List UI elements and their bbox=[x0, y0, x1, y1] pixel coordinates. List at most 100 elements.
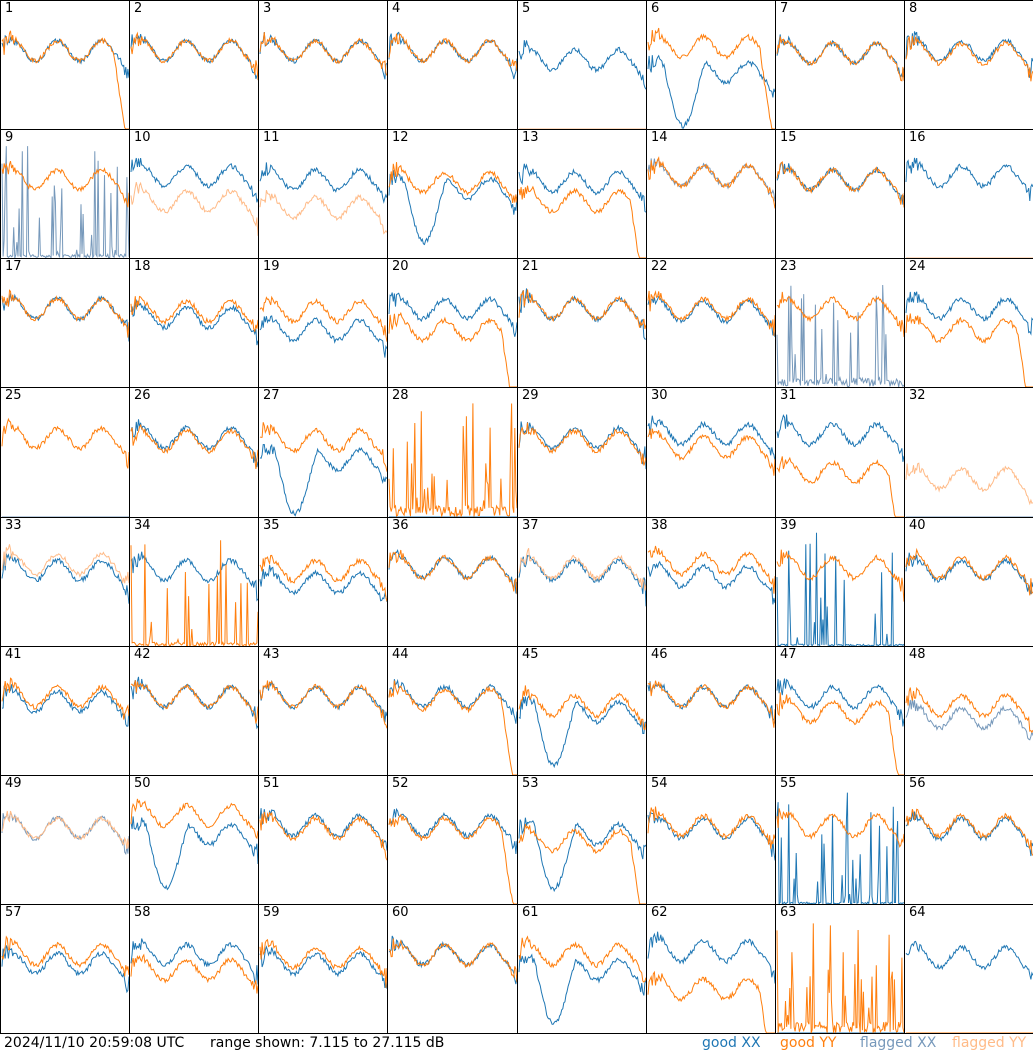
panel-plot bbox=[1, 810, 129, 856]
series-xx-line bbox=[388, 935, 517, 985]
series-yy-line bbox=[776, 692, 904, 775]
panel-label: 14 bbox=[651, 130, 668, 145]
series-xx-line bbox=[518, 163, 646, 213]
panel-plot bbox=[647, 156, 775, 209]
series-xx-line bbox=[647, 54, 775, 129]
series-yy-line bbox=[518, 548, 646, 591]
series-xx-line bbox=[259, 162, 387, 204]
panel-label: 23 bbox=[780, 259, 797, 274]
series-yy-line bbox=[1, 160, 129, 208]
panel-50: 50 bbox=[129, 775, 259, 905]
panel-label: 26 bbox=[134, 388, 151, 403]
panel-label: 29 bbox=[522, 388, 539, 403]
series-xx-line bbox=[130, 157, 258, 203]
series-yy-line bbox=[1, 289, 129, 338]
panel-plot bbox=[518, 685, 646, 769]
panel-label: 2 bbox=[134, 1, 143, 16]
panel-plot bbox=[388, 549, 517, 595]
series-yy-line bbox=[130, 953, 258, 994]
panel-22: 22 bbox=[646, 258, 776, 388]
panel-6: 6 bbox=[646, 0, 776, 130]
panel-plot bbox=[776, 532, 904, 646]
panel-plot bbox=[388, 935, 517, 985]
series-yy-line bbox=[905, 547, 1033, 596]
series-yy-line bbox=[388, 311, 517, 387]
series-yy-line bbox=[776, 36, 904, 82]
footer: 2024/11/10 20:59:08 UTC range shown: 7.1… bbox=[0, 1033, 1033, 1053]
panel-plot bbox=[1, 935, 129, 994]
series-yy-line bbox=[647, 680, 775, 728]
panel-label: 62 bbox=[651, 905, 668, 920]
panel-63: 63 bbox=[775, 904, 905, 1034]
panel-20: 20 bbox=[387, 258, 518, 388]
panel-plot bbox=[518, 421, 646, 470]
panel-plot bbox=[905, 686, 1033, 741]
series-xx-line bbox=[388, 292, 517, 337]
panel-label: 53 bbox=[522, 776, 539, 791]
panel-1: 1 bbox=[0, 0, 130, 130]
series-xx-line bbox=[259, 31, 387, 80]
series-xx-line bbox=[259, 565, 387, 603]
series-xx-line bbox=[388, 678, 517, 724]
range-text: range shown: 7.115 to 27.115 dB bbox=[210, 1035, 445, 1051]
panel-label: 15 bbox=[780, 130, 797, 145]
series-xx-line bbox=[905, 940, 1033, 980]
panel-label: 37 bbox=[522, 518, 539, 533]
series-xx-line bbox=[776, 34, 904, 78]
panel-10: 10 bbox=[129, 129, 259, 259]
series-yy-line bbox=[518, 823, 646, 904]
series-xx-line bbox=[518, 817, 646, 893]
series-xx-line bbox=[776, 162, 904, 205]
panel-plot bbox=[388, 807, 517, 904]
panel-plot bbox=[130, 295, 258, 346]
panel-plot bbox=[388, 31, 517, 80]
series-yy-line bbox=[905, 462, 1033, 506]
panel-plot bbox=[1, 677, 129, 727]
series-xx-line bbox=[647, 681, 775, 724]
series-xx-line bbox=[130, 419, 258, 468]
panel-44: 44 bbox=[387, 646, 518, 776]
panel-label: 10 bbox=[134, 130, 151, 145]
series-xx-line bbox=[1, 811, 129, 856]
panel-label: 9 bbox=[5, 130, 14, 145]
panel-62: 62 bbox=[646, 904, 776, 1034]
panel-26: 26 bbox=[129, 387, 259, 518]
panel-plot bbox=[905, 940, 1033, 1033]
panel-label: 46 bbox=[651, 647, 668, 662]
series-yy-line bbox=[259, 32, 387, 76]
series-yy-line bbox=[388, 938, 517, 983]
panel-label: 40 bbox=[909, 518, 926, 533]
timestamp: 2024/11/10 20:59:08 UTC bbox=[4, 1035, 185, 1051]
panel-label: 5 bbox=[522, 1, 531, 16]
panel-label: 64 bbox=[909, 905, 926, 920]
series-xx-line bbox=[776, 414, 904, 462]
panel-46: 46 bbox=[646, 646, 776, 776]
panel-label: 57 bbox=[5, 905, 22, 920]
panel-label: 45 bbox=[522, 647, 539, 662]
series-xx-line bbox=[518, 554, 646, 607]
panel-label: 55 bbox=[780, 776, 797, 791]
panel-35: 35 bbox=[258, 517, 388, 647]
series-yy-line bbox=[647, 806, 775, 849]
series-xx-line bbox=[905, 31, 1033, 78]
series-yy-line bbox=[259, 680, 387, 729]
panel-plot bbox=[905, 31, 1033, 82]
panel-plot bbox=[1, 417, 129, 517]
series-yy-line bbox=[259, 938, 387, 988]
panel-label: 59 bbox=[263, 905, 280, 920]
panel-plot bbox=[647, 931, 775, 1033]
panel-label: 48 bbox=[909, 647, 926, 662]
panel-plot bbox=[388, 403, 517, 517]
series-xx-line bbox=[776, 532, 904, 646]
panel-label: 28 bbox=[392, 388, 409, 403]
series-yy-line bbox=[1, 677, 129, 720]
panel-plot bbox=[776, 923, 904, 1033]
series-yy-line bbox=[518, 422, 646, 466]
panel-60: 60 bbox=[387, 904, 518, 1034]
panel-label: 63 bbox=[780, 905, 797, 920]
series-yy-line bbox=[905, 35, 1033, 82]
panel-12: 12 bbox=[387, 129, 518, 259]
panel-plot bbox=[647, 415, 775, 476]
legend-good-xx: good XX bbox=[702, 1035, 761, 1051]
panel-label: 39 bbox=[780, 518, 797, 533]
